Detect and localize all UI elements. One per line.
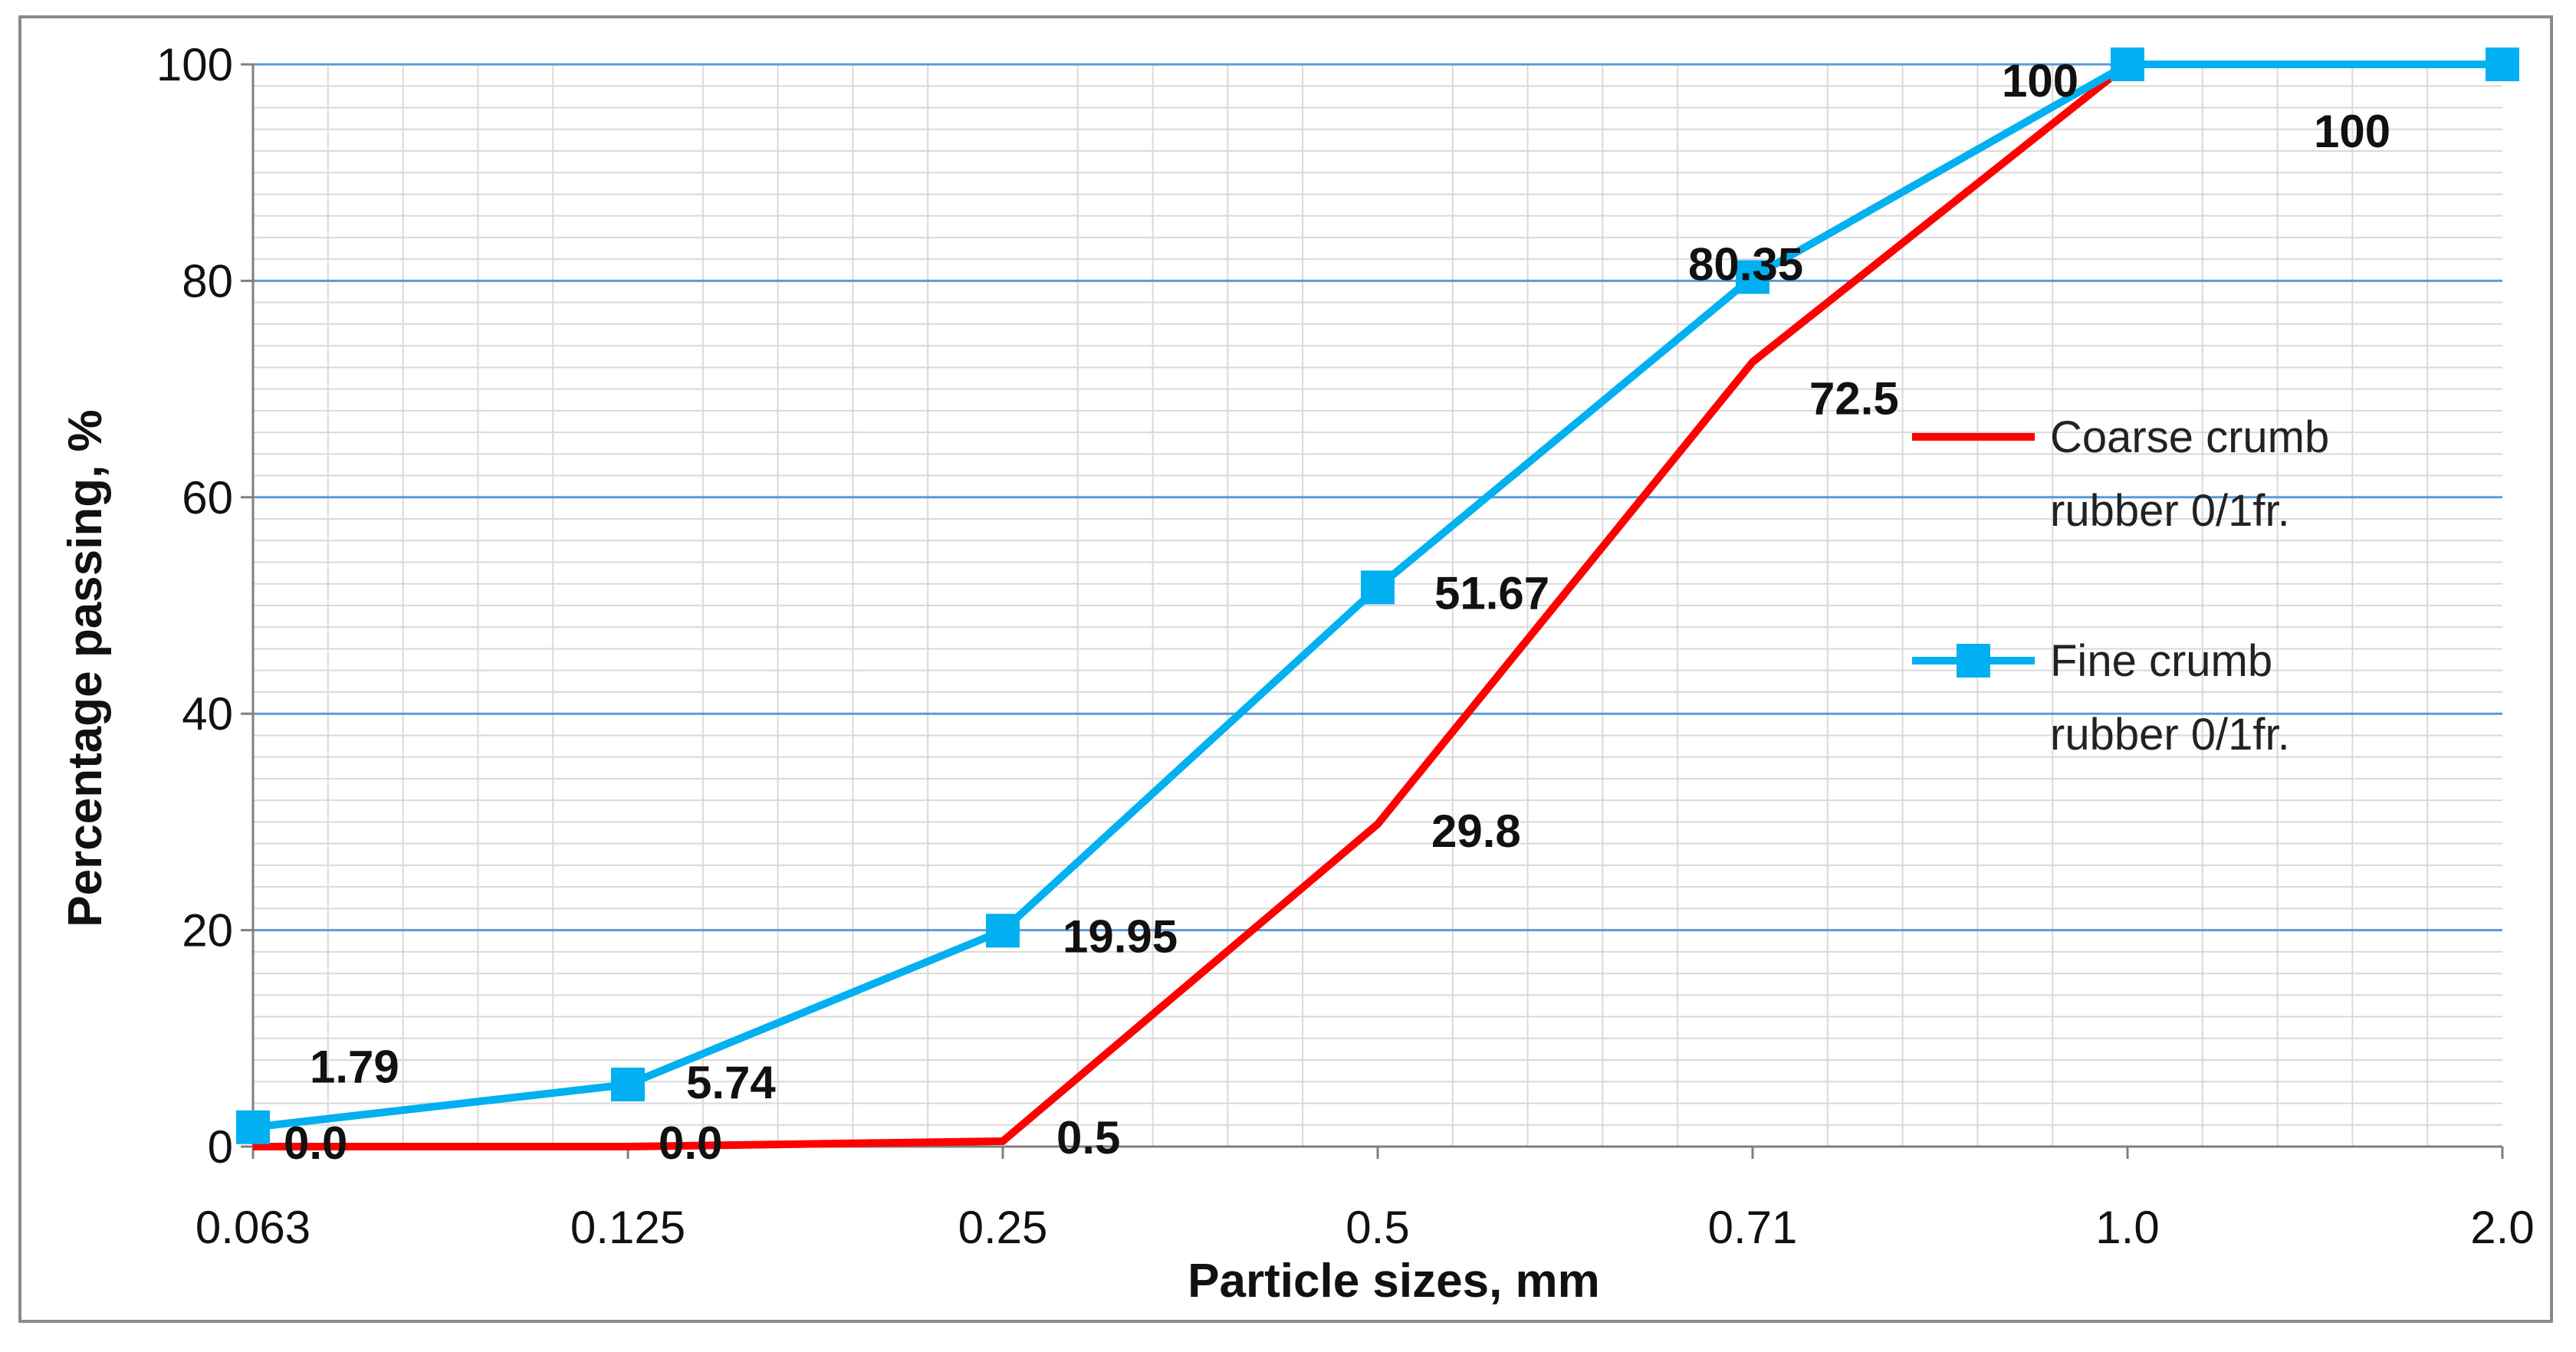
data-label: 100 <box>2314 106 2390 157</box>
data-point-marker <box>236 1110 270 1144</box>
data-point-marker <box>1736 260 1769 294</box>
data-label: 19.95 <box>1063 911 1178 962</box>
x-tick-label: 0.5 <box>1346 1202 1409 1253</box>
data-point-marker <box>986 914 1020 948</box>
series-lines <box>236 48 2519 1150</box>
data-label: 72.5 <box>1809 372 1899 424</box>
data-labels: 0.0 0.0 0.5 29.8 72.5 1.79 5.74 19.95 51.67 80.35… <box>284 55 2390 1169</box>
data-label: 80.35 <box>1688 238 1803 290</box>
x-tick-label: 0.25 <box>958 1202 1048 1253</box>
x-tick-label: 0.71 <box>1708 1202 1798 1253</box>
data-label: 1.79 <box>310 1042 399 1093</box>
series-line-1 <box>253 61 2131 1150</box>
legend-label: rubber 0/1fr. <box>2050 710 2290 760</box>
y-tick-label: 20 <box>182 905 233 957</box>
data-label: 5.74 <box>686 1057 776 1108</box>
y-tick-label: 60 <box>182 472 233 523</box>
grid <box>253 63 2502 1147</box>
data-label: 51.67 <box>1434 567 1549 619</box>
legend: Coarse crumb rubber 0/1fr. Fine crumb rubbe… <box>1912 412 2329 760</box>
data-label: 29.8 <box>1431 806 1521 857</box>
x-tick-label: 0.125 <box>570 1202 685 1253</box>
y-tick-label: 0 <box>208 1121 233 1173</box>
legend-label: Coarse crumb <box>2050 412 2329 462</box>
legend-label: Fine crumb <box>2050 636 2272 686</box>
y-axis-title: Percentage passing, % <box>59 409 112 927</box>
data-point-marker <box>611 1067 645 1101</box>
data-label: 100 <box>2002 55 2078 107</box>
x-axis-title: Particle sizes, mm <box>1188 1255 1600 1308</box>
x-tick-label: 0.063 <box>196 1202 310 1253</box>
data-point-marker <box>2111 48 2144 81</box>
data-label: 0.0 <box>659 1117 722 1169</box>
legend-marker <box>1957 644 1990 678</box>
data-label: 0.5 <box>1056 1112 1120 1163</box>
x-tick-label: 1.0 <box>2095 1202 2159 1253</box>
data-point-marker <box>1361 570 1395 605</box>
y-tick-label: 40 <box>182 688 233 740</box>
data-label: 0.0 <box>284 1117 347 1169</box>
data-point-marker <box>2486 48 2519 81</box>
x-tick-label: 2.0 <box>2470 1202 2534 1253</box>
y-tick-label: 80 <box>182 255 233 307</box>
legend-label: rubber 0/1fr. <box>2050 486 2290 536</box>
y-tick-label: 100 <box>156 39 233 90</box>
